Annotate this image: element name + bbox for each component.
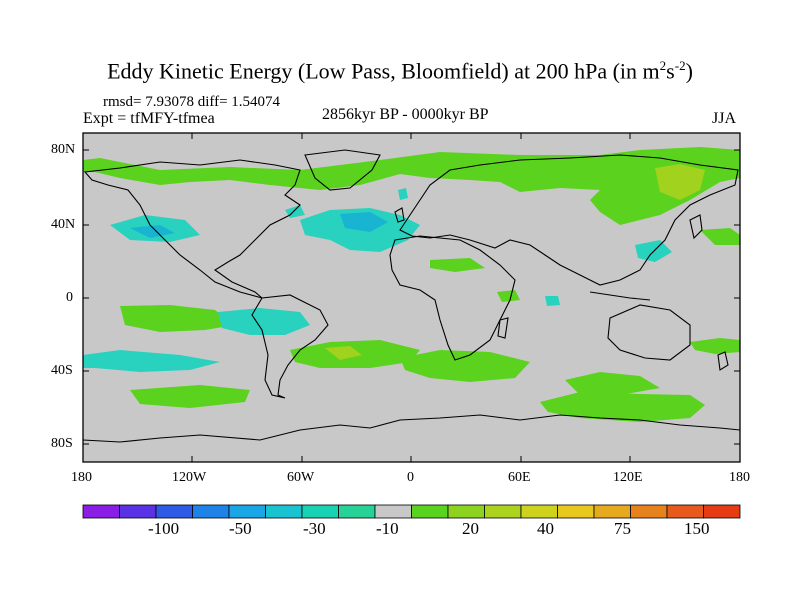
field-region-lime-north (655, 164, 705, 200)
field-region-cyan-spot (398, 188, 408, 200)
colorbar-label: -100 (148, 519, 180, 538)
lon-tick-label: 120W (172, 470, 207, 485)
field-region-cyan-namerica-core (130, 225, 175, 238)
map-title: Eddy Kinetic Energy (Low Pass, Bloomfiel… (107, 58, 693, 84)
field-region-green-eafrica (497, 290, 520, 302)
lat-tick-label: 40S (51, 363, 73, 378)
lat-tick-label: 80S (51, 436, 73, 451)
lon-tick-label: 180 (729, 470, 750, 485)
colorbar-box (374, 504, 412, 519)
colorbar-label: -10 (376, 519, 399, 538)
lat-tick-label: 80N (51, 142, 76, 157)
colorbar-box (82, 504, 120, 519)
field-region-green-sindian (400, 350, 530, 382)
field-region-green-spacific (120, 305, 235, 332)
colorbar-box (703, 504, 741, 519)
lon-tick-label: 0 (407, 470, 414, 485)
colorbar-label: -30 (303, 519, 326, 538)
colorbar-box (411, 504, 449, 519)
colorbar-box (593, 504, 631, 519)
stats-label: rmsd= 7.93078 diff= 1.54074 (103, 94, 281, 110)
coast-new-zealand (717, 351, 729, 371)
lon-tick-label: 180 (71, 470, 92, 485)
coastlines (83, 149, 740, 443)
field-region-green-eurasia (430, 258, 485, 272)
field-region-cyan-natlantic-core (340, 212, 388, 232)
coast-antarctica (83, 414, 740, 443)
coast-south-america (251, 294, 329, 399)
coast-australia (607, 304, 691, 361)
field-region-green-pacific-n (700, 228, 740, 245)
field-region-green-north (83, 147, 740, 225)
colorbar-label: 150 (684, 519, 710, 538)
coast-north-america (83, 159, 301, 299)
colorbar-box (155, 504, 193, 519)
colorbar-label: 40 (537, 519, 554, 538)
lon-tick-label: 60E (508, 470, 531, 485)
field-region-lime-satlantic (325, 346, 362, 360)
colorbar-box (192, 504, 230, 519)
field-region-green-spacific-storm (130, 385, 250, 408)
colorbar-box (265, 504, 303, 519)
field-region-cyan-southwest (83, 350, 220, 372)
experiment-label: Expt = tfMFY-tfmea (83, 110, 215, 127)
colorbar-box (557, 504, 595, 519)
coast-uk (394, 207, 405, 223)
colorbar-label: 75 (614, 519, 631, 538)
colorbar-box (447, 504, 485, 519)
map-field (83, 133, 740, 462)
coast-japan (689, 214, 703, 240)
colorbar-box (630, 504, 668, 519)
colorbar-box (338, 504, 376, 519)
field-region-cyan-spacific (218, 308, 310, 335)
colorbar-box (520, 504, 558, 519)
coast-indonesia (589, 291, 651, 301)
lat-tick-label: 0 (66, 290, 73, 305)
colorbar-label: -50 (229, 519, 252, 538)
coast-greenland (304, 149, 381, 191)
lon-tick-label: 120E (613, 470, 643, 485)
colorbar (82, 504, 741, 519)
coast-europe-asia (399, 154, 739, 286)
colorbar-label: 20 (462, 519, 479, 538)
colorbar-box (119, 504, 157, 519)
field-region-green-tasman (690, 338, 740, 354)
lat-tick-label: 40N (51, 217, 76, 232)
colorbar-box (484, 504, 522, 519)
map-frame (82, 132, 741, 463)
field-region-cyan-indian (545, 296, 560, 306)
season-label: JJA (712, 110, 737, 127)
coast-madagascar (497, 317, 509, 339)
period-label: 2856kyr BP - 0000kyr BP (322, 106, 489, 123)
colorbar-box (301, 504, 339, 519)
colorbar-box (228, 504, 266, 519)
coast-africa (389, 235, 516, 361)
field-region-green-sstorm (540, 392, 705, 422)
field-region-green-australia (565, 372, 660, 395)
colorbar-box (666, 504, 704, 519)
lon-tick-label: 60W (287, 470, 315, 485)
